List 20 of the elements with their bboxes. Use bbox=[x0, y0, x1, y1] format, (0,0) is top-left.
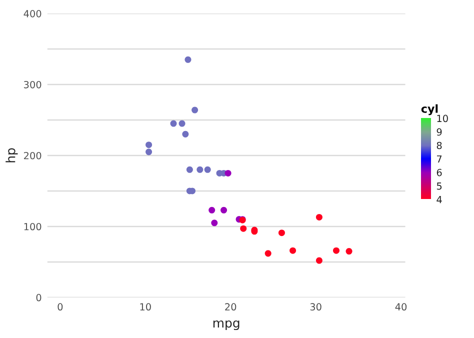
color-bar-label: 9 bbox=[436, 128, 442, 136]
color-bar-label: 8 bbox=[436, 142, 442, 150]
y-tick-label: 100 bbox=[24, 222, 42, 230]
y-axis-title: hp bbox=[6, 148, 18, 162]
color-bar-label: 6 bbox=[436, 168, 442, 176]
x-tick-label: 40 bbox=[395, 303, 407, 311]
y-tick-label: 300 bbox=[24, 80, 42, 88]
x-tick-label: 0 bbox=[58, 303, 63, 311]
y-tick-label: 400 bbox=[24, 10, 42, 18]
y-tick-label: 200 bbox=[24, 152, 42, 160]
color-bar-label: 10 bbox=[437, 114, 448, 122]
x-tick-label: 30 bbox=[310, 303, 322, 311]
y-tick-label: 0 bbox=[36, 294, 42, 302]
color-bar-title: cyl bbox=[421, 104, 438, 116]
color-bar-label: 7 bbox=[437, 155, 442, 163]
color-bar-label: 5 bbox=[436, 182, 442, 190]
x-tick-label: 20 bbox=[225, 303, 236, 311]
x-axis-title: mpg bbox=[213, 320, 240, 330]
x-tick-label: 10 bbox=[140, 303, 151, 311]
color-bar-label: 4 bbox=[436, 196, 442, 204]
